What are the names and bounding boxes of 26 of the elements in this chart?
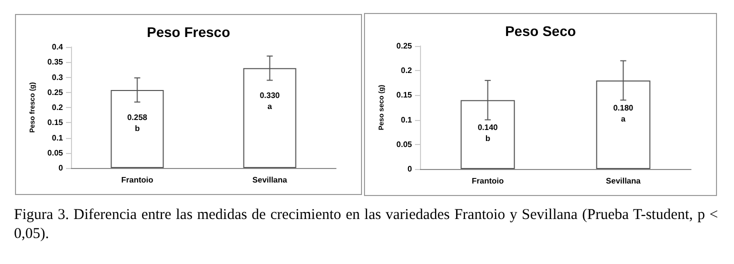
y-tick-label: 0.1 [400,115,413,124]
chart-title: Peso Fresco [146,24,230,40]
x-tick-label: Frantoio [472,176,504,186]
y-tick-label: 0.15 [47,118,64,128]
y-tick-label: 0 [58,164,64,172]
x-tick-label: Sevillana [606,176,642,186]
x-tick-label: Frantoio [121,176,154,184]
y-tick-label: 0.35 [47,58,64,67]
y-tick-label: 0.2 [400,66,413,76]
y-tick-label: 0.25 [47,88,64,97]
y-tick-label: 0.1 [52,133,64,142]
y-tick-label: 0 [408,164,413,174]
data-label: 0.140 b [478,123,498,144]
y-tick-label: 0.4 [52,42,64,52]
y-tick-label: 0.05 [396,140,413,149]
data-label: 0.258 b [127,112,148,133]
data-label: 0.180 a [613,103,634,124]
chart-title: Peso Seco [505,23,576,39]
y-tick-label: 0.25 [396,42,413,50]
y-tick-label: 0.3 [52,72,64,82]
y-tick-label: 0.2 [52,103,64,112]
text: Figura 3. Diferencia entre las medidas de crecimiento en las variedades Frantoio y Sevillana (Prueba T-student, p < 0,05). [14,206,718,244]
y-tick-label: 0.15 [396,90,413,100]
data-label: 0.330 a [260,91,280,112]
x-tick-label: Sevillana [252,176,288,184]
y-tick-label: 0.05 [47,148,64,158]
